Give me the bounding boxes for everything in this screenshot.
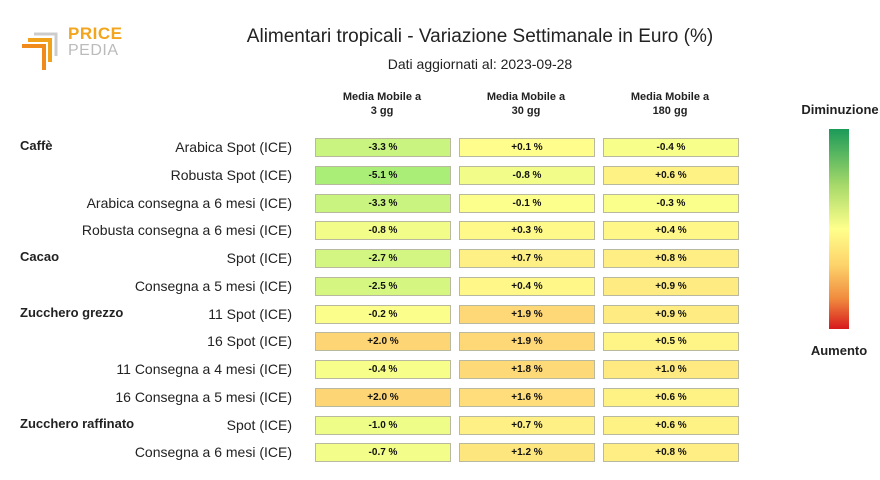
value-cell: +1.2 % bbox=[459, 443, 595, 463]
logo-text-pedia: PEDIA bbox=[68, 42, 119, 59]
value-cell: +1.9 % bbox=[459, 332, 595, 352]
column-header-line: 3 gg bbox=[370, 105, 394, 117]
value-cell: +1.8 % bbox=[459, 360, 595, 379]
value-cell: +0.5 % bbox=[603, 332, 739, 352]
column-header-180gg: Media Mobile a 180 gg bbox=[602, 90, 738, 118]
value-cell: +0.1 % bbox=[459, 138, 595, 157]
value-cell: +0.7 % bbox=[459, 249, 595, 268]
value-cell: -0.8 % bbox=[315, 221, 451, 241]
group-label: Caffè bbox=[20, 138, 53, 153]
legend-color-scale bbox=[829, 129, 849, 329]
column-header-3gg: Media Mobile a 3 gg bbox=[314, 90, 450, 118]
value-cell: +0.4 % bbox=[603, 221, 739, 241]
column-header-line: 180 gg bbox=[652, 105, 688, 117]
chart-subtitle: Dati aggiornati al: 2023-09-28 bbox=[387, 56, 573, 72]
value-cell: +1.0 % bbox=[603, 360, 739, 379]
row-label: Spot (ICE) bbox=[226, 250, 292, 266]
value-cell: -0.1 % bbox=[459, 193, 595, 213]
value-cell: +0.3 % bbox=[459, 221, 595, 241]
column-header-line: 30 gg bbox=[511, 105, 541, 117]
value-cell: +1.6 % bbox=[459, 387, 595, 407]
legend-label-increase: Aumento bbox=[810, 343, 868, 358]
row-label: 16 Consegna a 5 mesi (ICE) bbox=[115, 388, 292, 405]
value-cell: +0.6 % bbox=[603, 415, 739, 435]
row-label: Spot (ICE) bbox=[226, 416, 292, 433]
value-cell: +0.9 % bbox=[603, 276, 739, 296]
logo-text-price: PRICE bbox=[68, 24, 123, 43]
column-header-30gg: Media Mobile a 30 gg bbox=[458, 90, 594, 118]
value-cell: +0.8 % bbox=[603, 443, 739, 463]
group-label: Zucchero grezzo bbox=[20, 304, 124, 320]
pricepedia-logo-mark bbox=[22, 32, 58, 70]
row-label: 11 Consegna a 4 mesi (ICE) bbox=[116, 361, 292, 377]
value-cell: -0.4 % bbox=[315, 360, 451, 379]
value-cell: -0.7 % bbox=[315, 443, 451, 463]
value-cell: +0.8 % bbox=[603, 249, 739, 268]
value-cell: +2.0 % bbox=[315, 387, 451, 407]
value-cell: -1.0 % bbox=[315, 415, 451, 435]
row-label: Robusta consegna a 6 mesi (ICE) bbox=[81, 222, 292, 239]
value-cell: -2.5 % bbox=[315, 276, 451, 296]
value-cell: +2.0 % bbox=[315, 332, 451, 352]
value-cell: -3.3 % bbox=[315, 138, 451, 157]
value-cell: -0.2 % bbox=[315, 304, 451, 324]
value-cell: +0.7 % bbox=[459, 415, 595, 435]
group-label: Zucchero raffinato bbox=[20, 415, 135, 431]
chart-title: Alimentari tropicali - Variazione Settim… bbox=[246, 26, 714, 47]
value-cell: +0.6 % bbox=[603, 387, 739, 407]
row-label: 11 Spot (ICE) bbox=[208, 305, 292, 322]
value-cell: +0.6 % bbox=[603, 165, 739, 185]
column-header-line: Media Mobile a bbox=[630, 91, 710, 103]
value-cell: -0.3 % bbox=[603, 193, 739, 213]
value-cell: -2.7 % bbox=[315, 249, 451, 268]
row-label: Consegna a 6 mesi (ICE) bbox=[134, 444, 292, 461]
row-label: 16 Spot (ICE) bbox=[207, 333, 292, 350]
value-cell: -3.3 % bbox=[315, 193, 451, 213]
value-cell: +1.9 % bbox=[459, 304, 595, 324]
group-label: Cacao bbox=[20, 249, 60, 264]
row-label: Robusta Spot (ICE) bbox=[170, 166, 292, 183]
row-label: Arabica consegna a 6 mesi (ICE) bbox=[86, 194, 292, 211]
value-cell: +0.4 % bbox=[459, 276, 595, 296]
row-label: Consegna a 5 mesi (ICE) bbox=[134, 277, 292, 294]
value-cell: -5.1 % bbox=[315, 165, 451, 185]
row-label: Arabica Spot (ICE) bbox=[175, 139, 292, 155]
column-header-line: Media Mobile a bbox=[486, 91, 566, 103]
pricepedia-logo: PRICE PEDIA bbox=[20, 24, 130, 74]
value-cell: +0.9 % bbox=[603, 304, 739, 324]
legend-label-decrease: Diminuzione bbox=[801, 102, 879, 117]
value-cell: -0.8 % bbox=[459, 165, 595, 185]
value-cell: -0.4 % bbox=[603, 138, 739, 157]
column-header-line: Media Mobile a bbox=[342, 91, 422, 103]
